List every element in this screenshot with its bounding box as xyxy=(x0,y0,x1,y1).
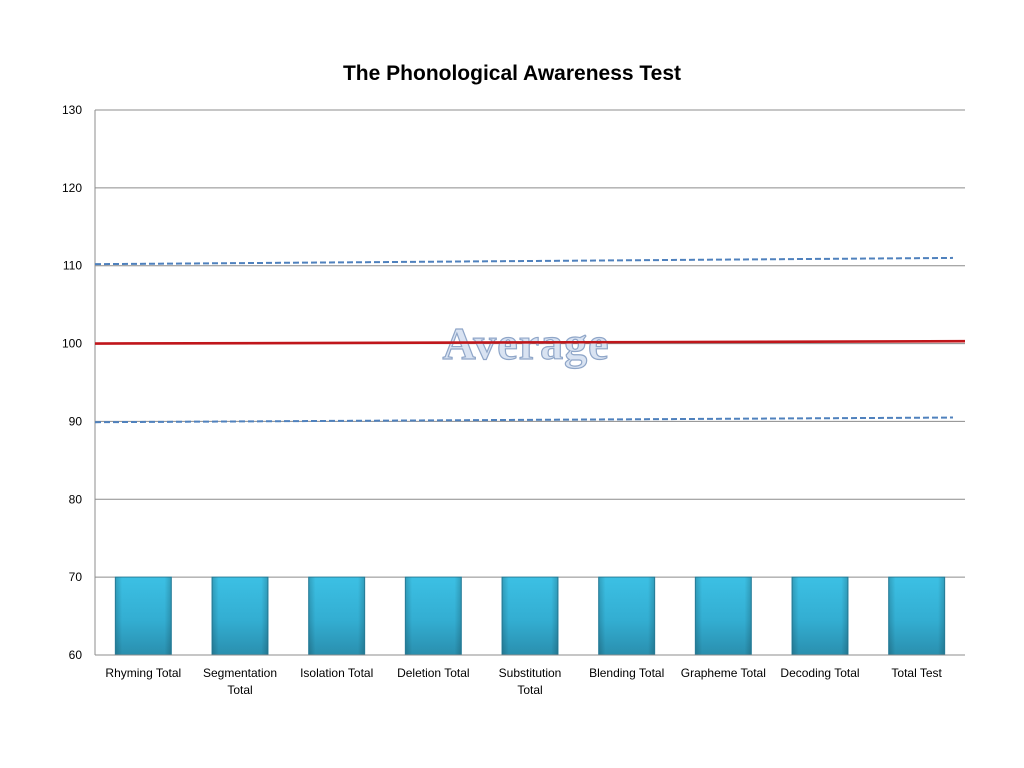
bar-shade xyxy=(888,577,945,655)
bar xyxy=(404,576,462,656)
x-tick-labels: Rhyming Total Segmentation Total Isolation … xyxy=(105,666,942,697)
bar-shade xyxy=(212,577,268,655)
x-tick-label: Total xyxy=(227,683,252,697)
bar-shade xyxy=(598,577,655,655)
y-tick-label: 100 xyxy=(62,337,82,351)
bar xyxy=(211,576,269,656)
bar-shade xyxy=(405,577,462,655)
bar-shade xyxy=(502,577,558,655)
y-tick-label: 60 xyxy=(69,648,83,662)
x-tick-label: Substitution xyxy=(499,666,562,680)
bar xyxy=(694,576,752,656)
x-tick-label: Blending Total xyxy=(589,666,664,680)
bar xyxy=(598,576,656,656)
y-tick-label: 70 xyxy=(69,570,83,584)
x-tick-label: Segmentation xyxy=(203,666,277,680)
bar-shade xyxy=(115,577,172,655)
y-tick-label: 80 xyxy=(69,492,83,506)
average-line xyxy=(94,339,966,345)
chart-title: The Phonological Awareness Test xyxy=(342,62,682,85)
x-tick-label: Grapheme Total xyxy=(681,666,766,680)
y-tick-label: 110 xyxy=(63,259,82,273)
range-line xyxy=(94,416,954,424)
bar-shade xyxy=(308,577,365,655)
x-tick-label: Deletion Total xyxy=(397,666,470,680)
bar xyxy=(888,576,946,656)
x-tick-label: Isolation Total xyxy=(300,666,373,680)
bar xyxy=(791,576,849,656)
bars xyxy=(114,576,946,656)
x-tick-label: Decoding Total xyxy=(780,666,859,680)
bar-shade xyxy=(792,577,848,655)
bar xyxy=(114,576,172,656)
reference-lines xyxy=(94,256,966,424)
y-tick-label: 90 xyxy=(69,414,83,428)
x-tick-label: Total Test xyxy=(891,666,942,680)
bar xyxy=(308,576,366,656)
axes xyxy=(94,110,965,656)
y-tick-label: 130 xyxy=(62,103,82,117)
y-tick-labels: 60 70 80 90 100 110 120 130 xyxy=(62,103,82,662)
x-tick-label: Rhyming Total xyxy=(105,666,181,680)
y-tick-label: 120 xyxy=(62,181,82,195)
range-line xyxy=(94,256,954,266)
bar-shade xyxy=(695,577,752,655)
bar xyxy=(501,576,559,656)
x-tick-label: Total xyxy=(517,683,542,697)
